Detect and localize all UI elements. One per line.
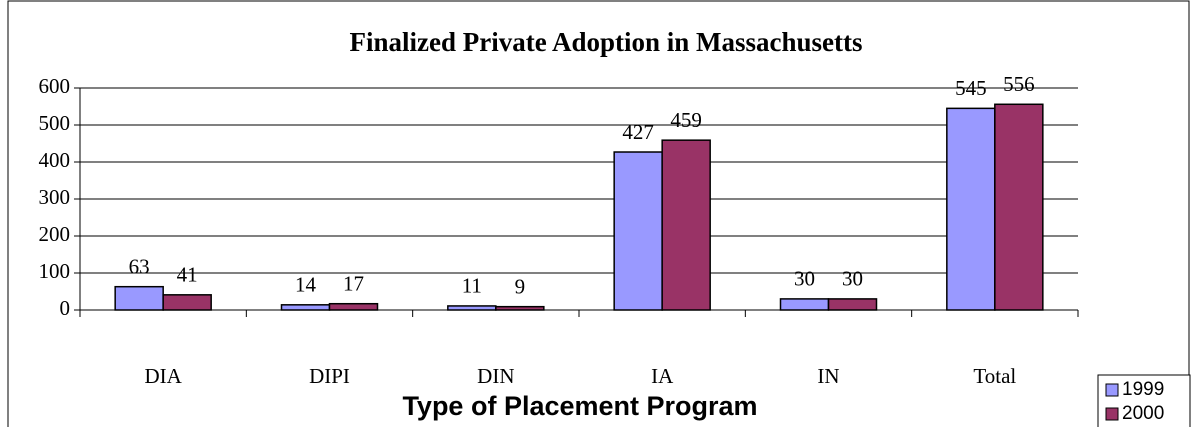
x-axis-title: Type of Placement Program <box>402 391 757 421</box>
data-label: 41 <box>177 263 198 287</box>
legend-label: 2000 <box>1122 403 1164 424</box>
legend-label: 1999 <box>1122 379 1164 400</box>
bar <box>946 107 996 311</box>
x-tick-label: IA <box>651 364 674 388</box>
chart-frame <box>7 0 1190 427</box>
bar <box>827 298 878 311</box>
bar <box>162 294 212 311</box>
legend-swatch <box>1105 383 1119 397</box>
y-tick-label: 300 <box>39 185 71 209</box>
data-label: 14 <box>295 273 317 297</box>
data-label: 9 <box>515 274 526 298</box>
bar <box>661 139 711 311</box>
y-tick-label: 200 <box>39 222 71 246</box>
data-label: 556 <box>1003 72 1035 96</box>
bar <box>613 151 663 311</box>
data-label: 545 <box>955 76 987 100</box>
data-label: 30 <box>794 267 815 291</box>
bar <box>114 285 164 311</box>
data-label: 459 <box>670 108 702 132</box>
y-tick-label: 100 <box>39 259 71 283</box>
legend-swatch <box>1105 407 1119 421</box>
bar <box>447 305 497 311</box>
bar <box>328 302 379 311</box>
y-tick-label: 0 <box>60 296 71 320</box>
bar <box>779 298 830 311</box>
x-tick-label: Total <box>973 364 1016 388</box>
y-tick-label: 600 <box>39 74 71 98</box>
bar <box>994 103 1044 311</box>
data-label: 17 <box>343 272 364 296</box>
y-tick-label: 400 <box>39 148 71 172</box>
data-label: 30 <box>842 267 863 291</box>
x-tick-label: DIPI <box>309 364 350 388</box>
x-tick-label: IN <box>817 364 839 388</box>
data-label: 63 <box>129 255 150 279</box>
x-tick-label: DIN <box>477 364 514 388</box>
x-tick-label: DIA <box>145 364 183 388</box>
data-label: 11 <box>462 274 482 298</box>
data-label: 427 <box>622 120 654 144</box>
y-tick-label: 500 <box>39 111 71 135</box>
bar <box>280 304 331 311</box>
chart-title: Finalized Private Adoption in Massachuse… <box>349 27 862 57</box>
